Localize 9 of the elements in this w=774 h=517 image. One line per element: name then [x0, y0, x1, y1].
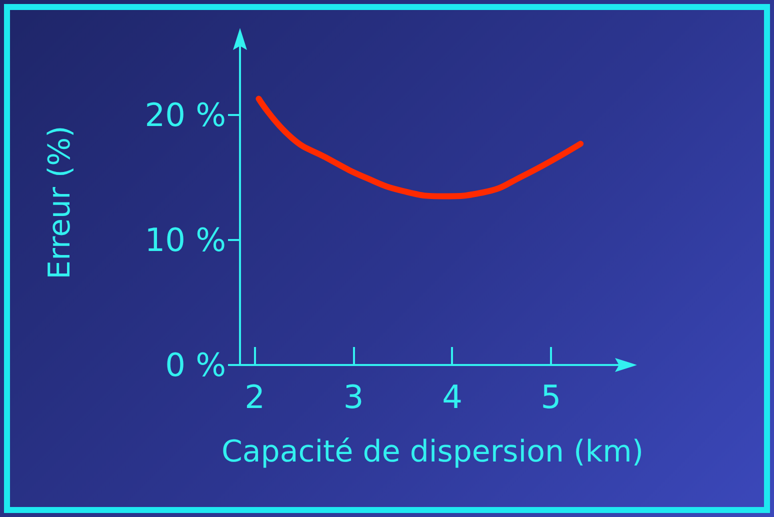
y-tick-label: 20 %: [144, 96, 226, 134]
x-tick-label: 5: [540, 378, 562, 416]
x-axis-title: Capacité de dispersion (km): [221, 434, 644, 470]
x-tick-label: 2: [244, 378, 265, 416]
y-axis-title: Erreur (%): [42, 126, 78, 280]
y-tick-label: 0 %: [165, 346, 226, 384]
y-tick-label: 10 %: [144, 221, 226, 259]
x-tick-label: 4: [442, 378, 462, 416]
x-tick-label: 3: [343, 378, 364, 416]
